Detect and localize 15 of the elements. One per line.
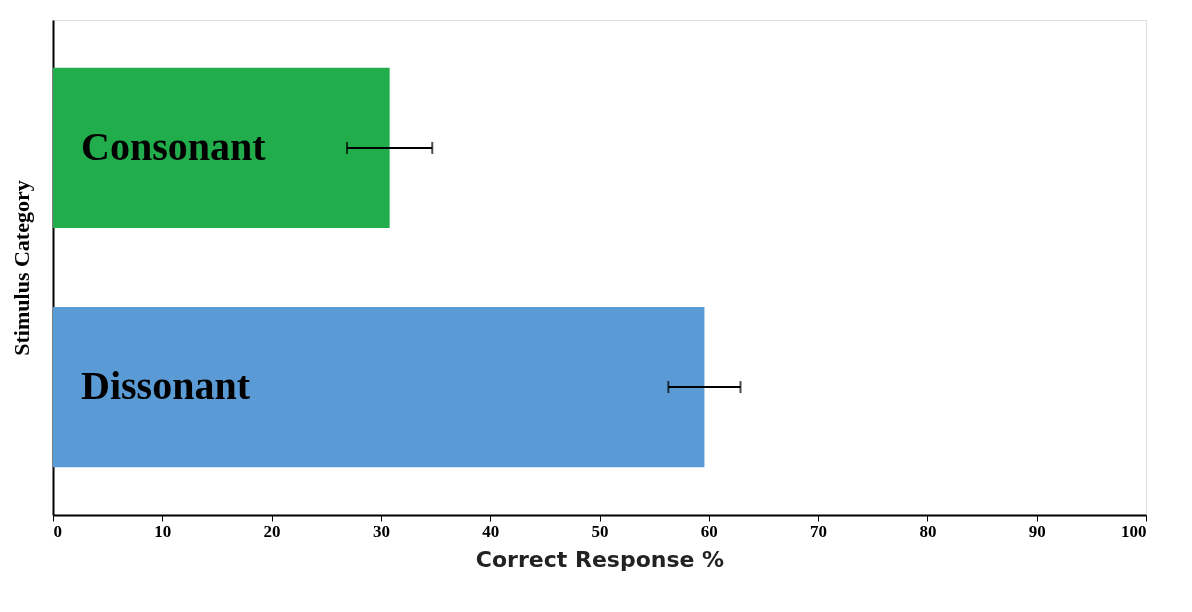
x-tick-label: 10 bbox=[154, 521, 172, 541]
x-tick-label: 30 bbox=[372, 521, 390, 541]
x-tick-label: 50 bbox=[591, 521, 609, 541]
x-tick-label: 20 bbox=[263, 521, 281, 541]
x-tick-label: 80 bbox=[919, 521, 937, 541]
x-tick-label: 60 bbox=[700, 521, 718, 541]
x-tick-label: 90 bbox=[1028, 521, 1046, 541]
x-tick-label: 40 bbox=[482, 521, 500, 541]
x-tick-label: 70 bbox=[810, 521, 828, 541]
x-tick-label: 100 bbox=[1121, 521, 1147, 541]
x-axis-title: Correct Response % bbox=[475, 546, 725, 572]
x-tick-label: 0 bbox=[53, 521, 62, 541]
y-axis-title: Stimulus Category bbox=[8, 180, 34, 356]
y-tick-label: Dissonant bbox=[81, 363, 251, 409]
y-tick-label: Consonant bbox=[81, 123, 267, 169]
